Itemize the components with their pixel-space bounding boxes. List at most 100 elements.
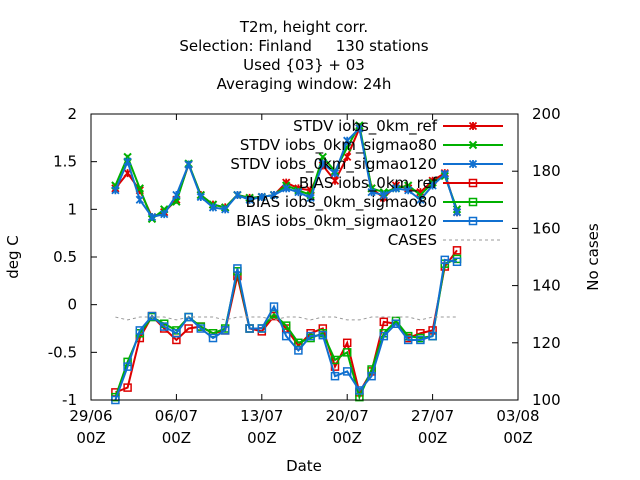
legend-label-0: STDV iobs_0km_ref [293, 117, 438, 136]
legend-label-5: BIAS iobs_0km_sigmao120 [236, 212, 437, 231]
series-layer [111, 121, 462, 405]
series-2-point-1 [123, 157, 132, 166]
x-tick-sublabel-4: 00Z [418, 429, 447, 447]
series-2-point-23 [391, 184, 401, 193]
series-5-point-4 [159, 322, 169, 331]
y2-tick-label-0: 100 [532, 391, 561, 409]
y-tick-label-2: 0 [67, 296, 77, 314]
series-5-point-12 [257, 324, 267, 333]
legend-label-4: BIAS iobs_0km_sigmao80 [246, 193, 437, 212]
series-3-point-6 [184, 324, 193, 333]
x-tick-sublabel-0: 00Z [76, 429, 105, 447]
series-2-point-12 [257, 192, 266, 202]
series-5-point-1 [123, 362, 132, 371]
series-5-point-5 [172, 329, 181, 338]
y-tick-label-6: 2 [67, 105, 77, 123]
series-2-point-25 [416, 195, 425, 204]
series-0-point-18 [330, 176, 340, 185]
series-5-point-26 [428, 331, 437, 341]
series-5-point-20 [355, 386, 364, 395]
y-tick-label-4: 1 [67, 200, 77, 218]
series-2-point-16 [306, 193, 315, 203]
series-1-point-17 [318, 152, 328, 162]
y2-tick-label-4: 180 [532, 162, 561, 180]
series-line-3 [115, 249, 458, 396]
legend-marker-4 [468, 197, 478, 207]
series-5 [111, 255, 462, 405]
y-tick-label-1: -0.5 [48, 343, 77, 361]
x-tick-sublabel-2: 00Z [247, 429, 276, 447]
series-2-point-9 [221, 205, 230, 214]
series-5-point-14 [281, 331, 291, 341]
series-2-point-6 [184, 160, 193, 169]
series-2-point-15 [294, 188, 303, 197]
series-5-point-2 [135, 326, 145, 335]
y-tick-label-0: -1 [62, 391, 77, 409]
series-5-point-7 [196, 324, 206, 333]
series-2-point-17 [318, 159, 327, 168]
series-5-point-28 [452, 257, 462, 267]
series-2-point-26 [428, 181, 437, 190]
y2-tick-label-1: 120 [532, 334, 561, 352]
series-2-point-14 [282, 184, 291, 193]
series-5-point-25 [416, 335, 425, 345]
series-2-point-20 [355, 124, 364, 133]
x-axis-label: Date [286, 457, 322, 475]
series-2-point-27 [440, 169, 449, 179]
x-tick-label-1: 06/07 [155, 407, 198, 425]
title-line-1: T2m, height corr. [239, 18, 368, 36]
y-axis-label: deg C [4, 235, 22, 279]
x-tick-label-3: 20/07 [326, 407, 369, 425]
legend-label-1: STDV iobs_0km_sigmao80 [240, 136, 437, 155]
series-2-point-22 [379, 190, 388, 200]
series-5-point-23 [391, 319, 401, 328]
x-tick-sublabel-1: 00Z [162, 429, 191, 447]
legend-marker-3 [468, 178, 478, 188]
x-tick-label-5: 03/08 [496, 407, 539, 425]
series-5-point-15 [294, 346, 303, 355]
chart-title: T2m, height corr. Selection: Finland 130… [179, 18, 428, 93]
series-2-point-5 [172, 190, 181, 200]
series-2-point-3 [147, 212, 157, 222]
series-5-point-22 [379, 331, 389, 341]
title-line-4: Averaging window: 24h [217, 75, 392, 93]
series-6 [115, 316, 457, 321]
series-2-point-24 [404, 186, 413, 195]
axis-ticks: -1 -0.5 0 0.5 1 1.5 2 100 120 140 160 180 200 29/06 00… [48, 105, 561, 447]
series-2-point-13 [269, 190, 279, 200]
x-tick-label-2: 13/07 [240, 407, 283, 425]
series-5-point-16 [306, 331, 315, 341]
legend-marker-1 [468, 140, 478, 150]
series-2-point-21 [367, 188, 376, 197]
series-2-point-10 [233, 190, 242, 200]
series-2-point-18 [330, 168, 340, 178]
series-3 [111, 246, 462, 397]
y2-tick-label-3: 160 [532, 219, 561, 237]
series-0-point-19 [343, 152, 352, 162]
series-5-point-19 [342, 367, 352, 376]
series-5-point-9 [220, 326, 230, 335]
series-2-point-0 [111, 186, 120, 195]
y2-tick-label-2: 140 [532, 277, 561, 295]
y-tick-label-5: 1.5 [53, 153, 77, 171]
series-5-point-3 [147, 311, 157, 321]
plot-frame [90, 113, 519, 401]
series-5-point-17 [318, 330, 328, 340]
x-tick-sublabel-5: 00Z [503, 429, 532, 447]
series-5-point-27 [440, 255, 450, 265]
y-tick-label-3: 0.5 [53, 248, 77, 266]
title-line-3: Used {03} + 03 [243, 56, 365, 74]
x-tick-label-4: 27/07 [411, 407, 454, 425]
series-3-point-22 [379, 317, 389, 327]
series-2 [111, 124, 462, 222]
legend-marker-2 [468, 159, 478, 169]
series-3-point-28 [452, 246, 462, 255]
series-4-point-18 [330, 355, 340, 365]
y2-axis-label: No cases [584, 223, 602, 291]
series-2-point-7 [196, 192, 205, 202]
legend-label-6: CASES [388, 231, 437, 249]
series-3-point-19 [342, 338, 352, 348]
x-tick-label-0: 29/06 [69, 407, 112, 425]
series-2-point-19 [343, 136, 352, 145]
